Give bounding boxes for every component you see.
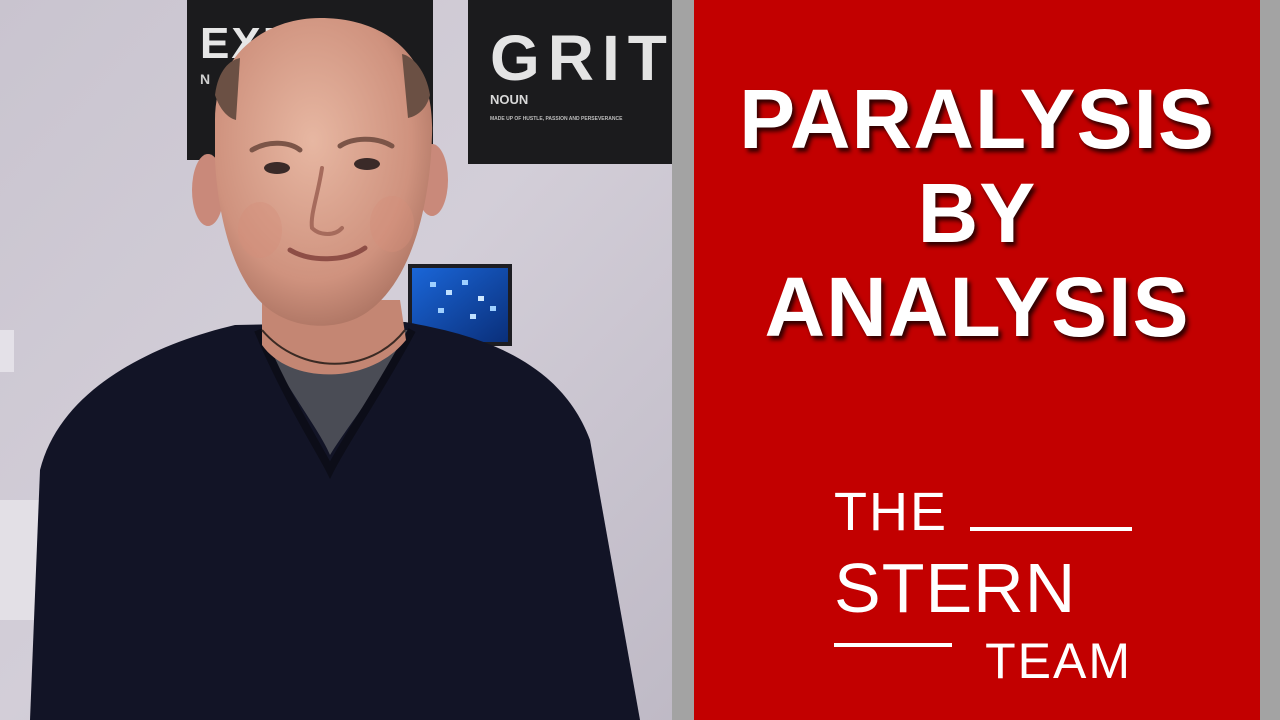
title-panel: PARALYSIS BY ANALYSIS THE STERN TEAM — [694, 0, 1260, 720]
headline-line-1: PARALYSIS — [739, 72, 1215, 166]
poster-right-sub: NOUN — [490, 92, 528, 107]
headline: PARALYSIS BY ANALYSIS — [694, 72, 1260, 354]
poster-right-word: GRIT — [490, 22, 672, 94]
logo-word-stern: STERN — [834, 549, 1077, 627]
headline-line-3: ANALYSIS — [764, 260, 1190, 354]
separator-left — [672, 0, 694, 720]
poster-right-small: MADE UP OF HUSTLE, PASSION AND PERSEVERA… — [490, 116, 623, 122]
headline-line-2: BY — [917, 166, 1037, 260]
presenter-photo: EXP ON N GRIT NOUN MADE UP OF HUSTLE, PA… — [0, 0, 672, 720]
presenter-scene: EXP ON N GRIT NOUN MADE UP OF HUSTLE, PA… — [0, 0, 672, 720]
logo-rule-bottom — [834, 643, 952, 647]
separator-right — [1260, 0, 1280, 720]
stern-team-logo: THE STERN TEAM — [834, 484, 1134, 694]
logo-word-the: THE — [834, 482, 948, 542]
logo-rule-top — [970, 527, 1132, 531]
logo-word-team: TEAM — [985, 633, 1132, 689]
poster-right: GRIT NOUN MADE UP OF HUSTLE, PASSION AND… — [468, 0, 672, 164]
poster-left-sub: N — [200, 71, 210, 87]
